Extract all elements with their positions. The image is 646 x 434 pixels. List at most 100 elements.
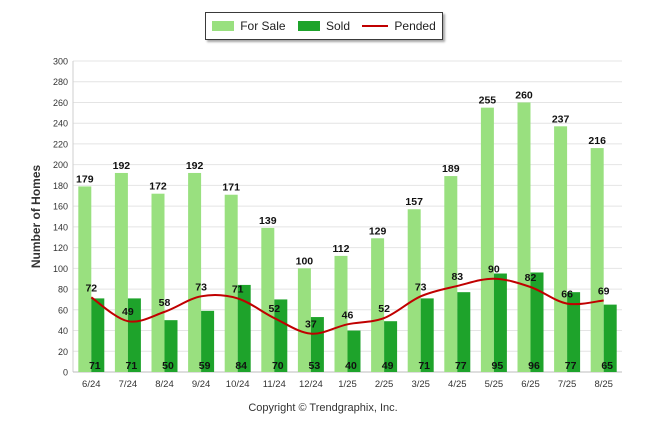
bar-sold-7[interactable]	[347, 330, 361, 372]
label-pended-11: 90	[488, 264, 500, 276]
label-pended-7: 46	[342, 309, 354, 321]
chart-legend: For Sale Sold Pended	[205, 12, 443, 40]
y-tick-label-100: 100	[53, 264, 68, 274]
label-pended-1: 49	[122, 306, 134, 318]
label-sold-4: 84	[235, 360, 247, 372]
label-for-sale-12: 260	[515, 89, 533, 101]
bar-sold-3[interactable]	[201, 310, 215, 372]
bar-for-sale-14[interactable]	[590, 148, 604, 372]
bar-sold-12[interactable]	[530, 272, 544, 372]
label-sold-11: 95	[492, 360, 504, 372]
bar-for-sale-5[interactable]	[261, 227, 275, 372]
legend-label-for-sale: For Sale	[240, 19, 286, 33]
bar-sold-6[interactable]	[310, 317, 324, 372]
label-pended-12: 82	[525, 272, 537, 284]
bar-for-sale-11[interactable]	[480, 107, 494, 373]
x-tick-label-12: 6/25	[521, 379, 540, 390]
legend-item-sold[interactable]: Sold	[297, 19, 350, 33]
y-tick-label-120: 120	[53, 243, 68, 253]
label-for-sale-0: 179	[76, 173, 94, 185]
bar-for-sale-8[interactable]	[371, 238, 385, 372]
x-tick-label-8: 2/25	[375, 379, 394, 390]
bar-for-sale-1[interactable]	[114, 172, 128, 372]
bar-for-sale-6[interactable]	[297, 268, 311, 372]
x-tick-label-3: 9/24	[192, 379, 211, 390]
bar-for-sale-13[interactable]	[554, 126, 568, 372]
y-tick-label-160: 160	[53, 202, 68, 212]
label-sold-2: 50	[162, 360, 174, 372]
legend-item-pended[interactable]: Pended	[362, 19, 436, 33]
y-tick-label-200: 200	[53, 160, 68, 170]
label-for-sale-3: 192	[186, 160, 204, 172]
label-sold-5: 70	[272, 360, 284, 372]
label-pended-5: 52	[268, 303, 280, 315]
y-tick-label-0: 0	[63, 368, 68, 378]
x-tick-label-9: 3/25	[411, 379, 430, 390]
y-tick-label-240: 240	[53, 119, 68, 129]
y-tick-label-20: 20	[58, 347, 68, 357]
y-axis-title: Number of Homes	[29, 165, 43, 269]
label-for-sale-4: 171	[222, 182, 240, 194]
x-tick-label-1: 7/24	[119, 379, 138, 390]
label-sold-3: 59	[199, 360, 211, 372]
copyright-text: Copyright © Trendgraphix, Inc.	[248, 402, 398, 414]
bar-sold-4[interactable]	[237, 284, 251, 372]
bar-sold-13[interactable]	[567, 292, 581, 372]
bar-sold-5[interactable]	[274, 299, 288, 372]
bar-sold-11[interactable]	[493, 273, 507, 372]
bar-for-sale-4[interactable]	[224, 194, 238, 372]
label-sold-8: 49	[382, 360, 394, 372]
bar-sold-8[interactable]	[384, 321, 398, 372]
bar-for-sale-0[interactable]	[78, 186, 92, 372]
x-tick-label-13: 7/25	[558, 379, 577, 390]
bar-sold-2[interactable]	[164, 320, 178, 372]
label-pended-10: 83	[451, 271, 463, 283]
label-sold-6: 53	[309, 360, 321, 372]
y-tick-label-180: 180	[53, 181, 68, 191]
legend-item-for-sale[interactable]: For Sale	[212, 19, 286, 33]
label-for-sale-10: 189	[442, 163, 460, 175]
line-pended[interactable]	[90, 277, 604, 335]
y-tick-label-260: 260	[53, 98, 68, 108]
x-tick-label-7: 1/25	[338, 379, 357, 390]
label-for-sale-11: 255	[479, 95, 497, 107]
bar-sold-1[interactable]	[127, 298, 141, 372]
bar-sold-14[interactable]	[603, 304, 617, 372]
bar-for-sale-7[interactable]	[334, 255, 348, 372]
bar-for-sale-3[interactable]	[188, 172, 202, 372]
label-pended-3: 73	[195, 281, 207, 293]
x-tick-label-4: 10/24	[226, 379, 250, 390]
x-tick-label-14: 8/25	[594, 379, 613, 390]
label-for-sale-13: 237	[552, 113, 570, 125]
x-tick-label-11: 5/25	[485, 379, 504, 390]
label-sold-7: 40	[345, 360, 357, 372]
label-pended-13: 66	[561, 289, 573, 301]
bar-for-sale-10[interactable]	[444, 176, 458, 372]
x-tick-label-2: 8/24	[155, 379, 174, 390]
label-sold-12: 96	[528, 360, 540, 372]
legend-swatch-sold	[297, 21, 320, 31]
label-for-sale-8: 129	[369, 225, 387, 237]
y-tick-label-140: 140	[53, 222, 68, 232]
y-tick-label-280: 280	[53, 77, 68, 87]
label-sold-0: 71	[89, 360, 101, 372]
bar-sold-9[interactable]	[420, 298, 434, 372]
bar-for-sale-9[interactable]	[407, 209, 421, 372]
label-for-sale-5: 139	[259, 215, 277, 227]
label-sold-10: 77	[455, 360, 467, 372]
bar-sold-10[interactable]	[457, 292, 471, 372]
x-tick-label-5: 11/24	[263, 379, 286, 390]
bar-for-sale-2[interactable]	[151, 193, 165, 372]
label-sold-9: 71	[418, 360, 430, 372]
bar-sold-0[interactable]	[91, 298, 105, 372]
bar-for-sale-12[interactable]	[517, 102, 531, 372]
label-pended-4: 71	[232, 283, 244, 295]
legend-label-sold: Sold	[325, 19, 350, 33]
label-for-sale-1: 192	[113, 160, 131, 172]
y-tick-label-60: 60	[58, 305, 68, 315]
legend-label-pended: Pended	[394, 19, 436, 33]
label-for-sale-2: 172	[149, 181, 167, 193]
x-tick-label-0: 6/24	[82, 379, 101, 390]
label-for-sale-6: 100	[296, 255, 314, 267]
chart-plot: 0 20 40 60 80 100 120 140 160 180 200 220 240 260 280 3…	[29, 57, 622, 390]
